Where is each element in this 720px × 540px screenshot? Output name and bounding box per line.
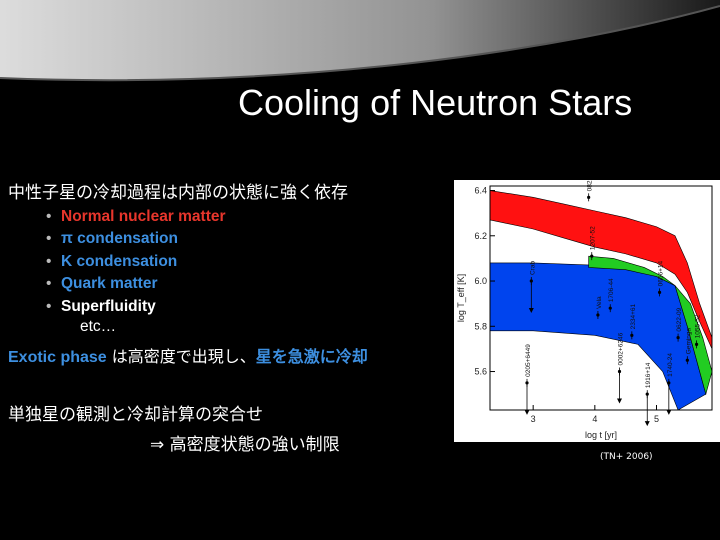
cooling-curve-chart: 3 4 5 5.6 5.8 6.0 6.2 6.4 log t [yr] log T_eff [K… [456,160,713,440]
observation-point [608,306,612,310]
observation-point [587,195,591,199]
y-tick-label: 5.8 [474,321,487,331]
exotic-phase-emphasis: 星を急激に冷却 [255,347,368,366]
observation-label: Geminga [685,327,692,354]
bullet-text: Quark matter [61,275,158,293]
upper-limit-arrow [617,398,622,404]
observation-point [645,392,649,396]
phase-list: • Normal nuclear matter • π condensation •… [46,206,226,318]
bullet-text: π condensation [61,230,178,248]
bullet-marker: • [46,275,52,293]
slide-subtitle: 中性子星の冷却過程は内部の状態に強く依存 [8,183,348,203]
observation-point [694,342,699,346]
observation-label: 1207-52 [590,226,597,250]
bullet-text: Normal nuclear matter [61,208,226,225]
observation-point [685,358,689,362]
y-tick-label: 6.4 [474,186,487,196]
bullet-marker: • [46,208,52,225]
observation-point [630,333,634,337]
bullet-marker: • [46,252,52,270]
y-tick-label: 6.2 [474,231,487,241]
list-item: • π condensation [46,228,226,250]
bullet-text: K condensation [61,252,178,270]
observation-label: 0205+6449 [525,344,532,377]
cooling-curve-plot: 3 4 5 5.6 5.8 6.0 6.2 6.4 log t [yr] log T_eff [K… [454,160,720,442]
x-tick-label: 4 [592,414,597,424]
observation-label: Vela [596,296,603,309]
x-tick-label: 3 [531,414,536,424]
observation-label: 2334+61 [630,303,637,329]
plot-frame [489,185,713,411]
observation-label: 1916+14 [645,362,652,388]
cooling-band-1 [588,255,712,396]
upper-limit-arrow [644,421,650,427]
upper-limit-arrow [524,409,530,415]
observation-point [590,254,594,258]
y-axis-label: log T_eff [K] [456,274,466,322]
observation-line: 単独星の観測と冷却計算の突合せ [8,405,263,425]
observation-label: 0822-4300 [587,180,594,191]
list-item: • Normal nuclear matter [46,206,226,228]
list-item: • Superfluidity [46,296,226,318]
observation-label: Crab [529,261,536,275]
bullet-marker: • [46,230,52,248]
observation-label: 0002+6246 [618,332,625,365]
observation-point [617,369,622,374]
citation: (TN+ 2006) [600,452,653,462]
x-axis-label: log t [yr] [585,430,617,440]
x-tick-label: 5 [654,414,659,424]
observation-label: 0656+14 [658,260,665,286]
observation-point [657,290,662,294]
exotic-phase-middle: は高密度で出現し、 [106,347,256,366]
observation-point [596,313,600,317]
observation-label: 1740-24 [667,353,674,377]
observation-label: 1055-52 [695,314,702,338]
bullet-text: Superfluidity [61,297,156,315]
etc-text: etc… [80,318,117,335]
observation-label: 1706-44 [608,278,615,302]
exotic-phase-line: Exotic phase は高密度で出現し、星を急激に冷却 [8,343,368,367]
bullet-marker: • [46,297,52,315]
y-tick-label: 6.0 [474,276,487,286]
decorative-header-wave [0,0,720,82]
list-item: • K condensation [46,251,226,273]
observation-point [676,335,680,340]
list-item: • Quark matter [46,273,226,295]
y-tick-label: 5.6 [474,367,487,377]
upper-limit-arrow [666,409,672,415]
constraint-line: ⇒ 高密度状態の強い制限 [150,435,340,455]
cooling-band-2 [490,190,712,350]
exotic-phase-term: Exotic phase [8,349,107,366]
upper-limit-arrow [528,308,534,314]
slide-title: Cooling of Neutron Stars [238,82,633,123]
observation-label: 0622-09 [676,307,683,331]
